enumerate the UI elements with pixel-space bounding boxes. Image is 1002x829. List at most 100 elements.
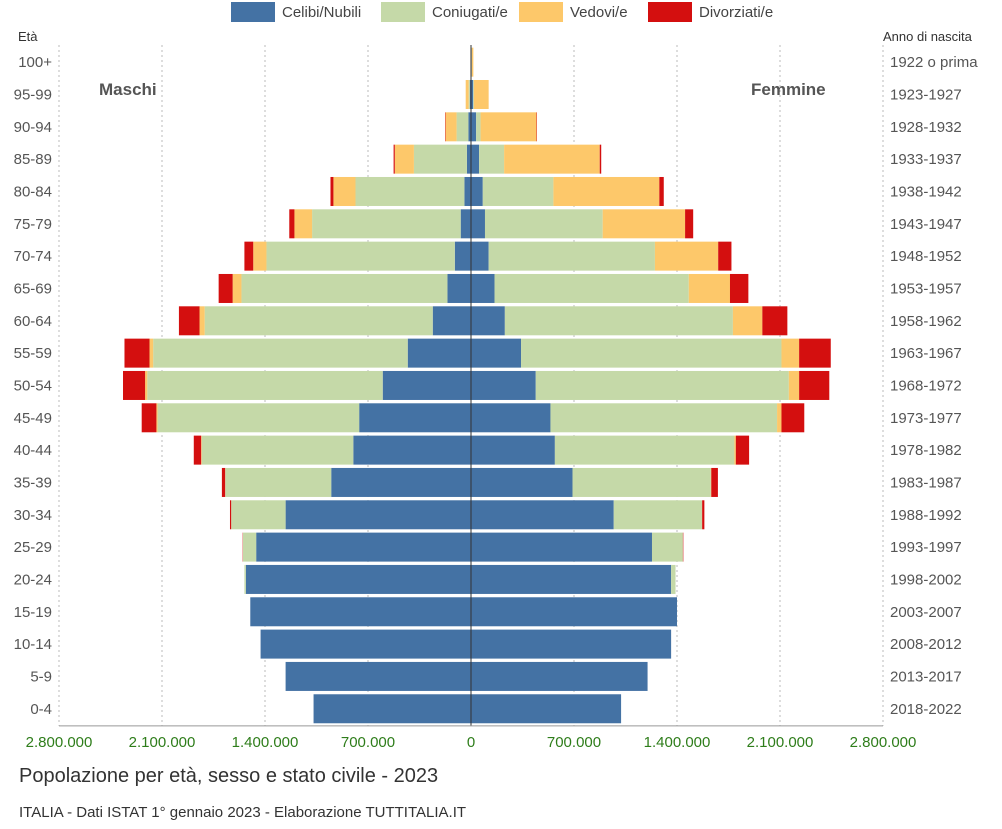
birth-year-tick-label: 1983-1987: [890, 474, 962, 491]
bar-male-celibi: [432, 306, 471, 336]
bar-male-divorziati: [393, 144, 395, 174]
bar-female-vedovi: [732, 306, 763, 336]
bar-male-celibi: [447, 273, 471, 303]
bar-male-celibi: [468, 112, 471, 142]
legend-item-vedovi: Vedovi/e: [519, 2, 628, 22]
legend-label-divorziati: Divorziati/e: [699, 3, 774, 21]
x-tick-label: 700.000: [547, 734, 601, 751]
age-tick-label: 15-19: [14, 604, 52, 621]
bar-male-celibi: [313, 694, 471, 724]
bar-male-celibi: [407, 338, 471, 368]
bar-male-divorziati: [141, 403, 157, 433]
bar-male-divorziati: [229, 500, 232, 530]
birth-year-tick-label: 2013-2017: [890, 668, 962, 685]
bar-male-vedovi: [465, 79, 469, 109]
bar-female-divorziati: [799, 370, 830, 400]
age-tick-label: 75-79: [14, 216, 52, 233]
bar-male-celibi: [382, 370, 471, 400]
bar-male-divorziati: [330, 176, 334, 206]
bar-female-divorziati: [799, 338, 831, 368]
males-side-label: Maschi: [99, 80, 157, 99]
bar-female-celibi: [471, 435, 555, 465]
bar-male-celibi: [285, 500, 471, 530]
bar-female-coniugati: [535, 370, 789, 400]
bar-male-divorziati: [123, 370, 146, 400]
bar-female-vedovi: [553, 176, 660, 206]
legend-item-coniugati: Coniugati/e: [381, 2, 508, 22]
bar-male-divorziati: [218, 273, 233, 303]
bar-female-divorziati: [735, 435, 750, 465]
age-tick-label: 65-69: [14, 280, 52, 297]
bar-female-celibi: [471, 564, 672, 594]
birth-year-tick-label: 1993-1997: [890, 539, 962, 556]
legend-swatch-divorziati: [648, 2, 692, 22]
age-tick-label: 25-29: [14, 539, 52, 556]
bar-female-coniugati: [494, 273, 689, 303]
age-tick-label: 100+: [18, 54, 52, 71]
chart-caption-source: ITALIA - Dati ISTAT 1° gennaio 2023 - El…: [19, 804, 467, 821]
bar-female-celibi: [471, 306, 505, 336]
bar-male-vedovi: [394, 144, 414, 174]
bar-female-vedovi: [788, 370, 800, 400]
legend-item-divorziati: Divorziati/e: [648, 2, 773, 22]
bar-female-vedovi: [781, 338, 800, 368]
x-tick-label: 0: [467, 734, 475, 751]
bar-male-divorziati: [289, 209, 295, 239]
bar-male-vedovi: [156, 403, 158, 433]
bar-female-divorziati: [729, 273, 749, 303]
age-tick-label: 85-89: [14, 151, 52, 168]
bar-female-celibi: [471, 209, 485, 239]
bar-male-vedovi: [149, 338, 154, 368]
age-tick-label: 40-44: [14, 442, 52, 459]
bar-male-celibi: [469, 79, 471, 109]
birth-year-tick-label: 1973-1977: [890, 410, 962, 427]
bar-female-vedovi: [473, 79, 489, 109]
bar-female-celibi: [471, 500, 614, 530]
bar-female-vedovi: [654, 241, 719, 271]
bar-male-coniugati: [413, 144, 467, 174]
bar-male-coniugati: [355, 176, 465, 206]
age-tick-label: 95-99: [14, 86, 52, 103]
bar-female-coniugati: [473, 79, 474, 109]
bar-male-coniugati: [241, 273, 448, 303]
bar-female-vedovi: [734, 435, 736, 465]
bar-male-celibi: [245, 564, 471, 594]
bar-male-celibi: [359, 403, 471, 433]
birth-year-tick-label: 1948-1952: [890, 248, 962, 265]
bar-male-coniugati: [153, 338, 408, 368]
birth-year-tick-label: 1938-1942: [890, 183, 962, 200]
bar-male-coniugati: [244, 564, 246, 594]
bar-male-celibi: [464, 176, 471, 206]
age-tick-label: 90-94: [14, 119, 52, 136]
bar-female-vedovi: [602, 209, 686, 239]
bar-female-divorziati: [781, 403, 805, 433]
bar-male-coniugati: [468, 79, 470, 109]
bar-male-celibi: [454, 241, 471, 271]
bar-male-vedovi: [253, 241, 267, 271]
bar-female-vedovi: [471, 47, 474, 77]
birth-year-tick-label: 1933-1937: [890, 151, 962, 168]
bar-female-celibi: [471, 370, 536, 400]
age-tick-label: 80-84: [14, 183, 52, 200]
bar-female-celibi: [471, 79, 474, 109]
birth-year-tick-label: 2003-2007: [890, 604, 962, 621]
bar-female-vedovi: [504, 144, 600, 174]
age-tick-label: 70-74: [14, 248, 52, 265]
legend-label-vedovi: Vedovi/e: [570, 3, 628, 21]
bar-male-coniugati: [312, 209, 461, 239]
x-tick-label: 2.800.000: [850, 734, 917, 751]
bar-female-celibi: [471, 694, 622, 724]
bar-male-vedovi: [201, 435, 202, 465]
birth-year-tick-label: 1928-1932: [890, 119, 962, 136]
females-side-label: Femmine: [751, 80, 826, 99]
bar-female-celibi: [471, 338, 522, 368]
bar-male-divorziati: [244, 241, 254, 271]
birth-year-tick-label: 1943-1947: [890, 216, 962, 233]
bar-male-coniugati: [157, 403, 360, 433]
age-tick-label: 60-64: [14, 313, 52, 330]
birth-year-tick-label: 1922 o prima: [890, 54, 978, 71]
bar-female-vedovi: [777, 403, 782, 433]
birth-year-tick-label: 1968-1972: [890, 377, 962, 394]
legend-swatch-celibi: [231, 2, 275, 22]
bar-female-coniugati: [554, 435, 735, 465]
